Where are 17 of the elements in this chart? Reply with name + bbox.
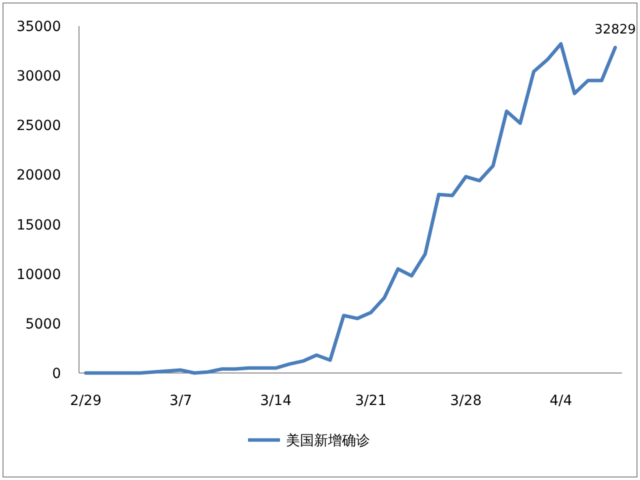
- y-tick-label: 10000: [16, 266, 61, 283]
- legend-label: 美国新增确诊: [286, 433, 370, 449]
- x-tick-label: 3/14: [260, 393, 292, 409]
- y-tick-label: 0: [52, 366, 61, 382]
- y-tick-label: 30000: [16, 68, 61, 85]
- y-tick-label: 5000: [25, 316, 61, 332]
- y-tick-label: 20000: [16, 168, 61, 184]
- y-tick-label: 35000: [16, 19, 61, 35]
- x-tick-label: 3/28: [450, 393, 482, 409]
- x-tick-label: 2/29: [70, 393, 102, 409]
- x-tick-label: 4/4: [550, 393, 572, 409]
- line-series: [84, 42, 617, 375]
- y-tick-label: 25000: [16, 118, 61, 134]
- x-tick-label: 3/7: [170, 393, 192, 409]
- x-tick-label: 3/21: [355, 393, 387, 409]
- y-tick-label: 15000: [16, 217, 61, 234]
- data-label: 32829: [594, 22, 636, 38]
